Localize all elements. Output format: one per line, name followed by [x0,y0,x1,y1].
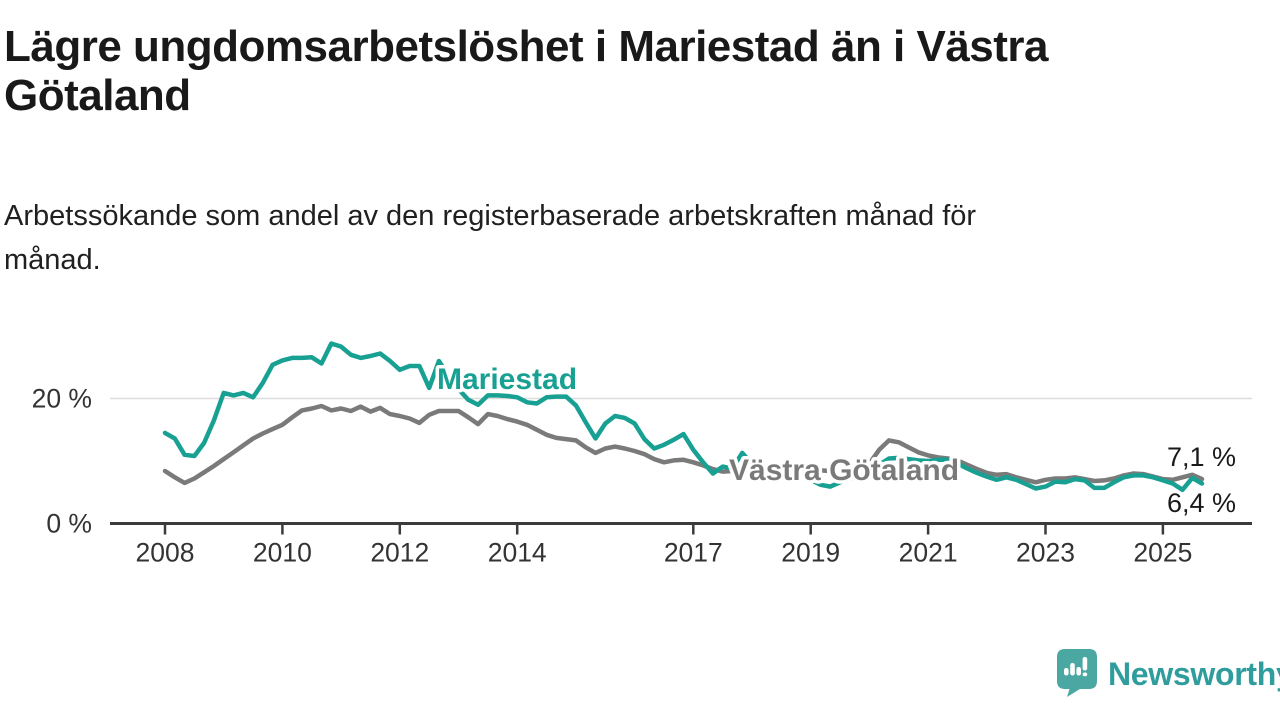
end-value-label: 6,4 % [1167,488,1236,518]
x-tick-label: 2025 [1133,538,1192,568]
x-tick-label: 2014 [488,538,547,568]
page-subtitle-line1: Arbetssökande som andel av den registerb… [4,200,977,232]
mariestad-label: Mariestad [437,363,577,396]
newsworthy-bubble-chart-icon [1057,649,1097,697]
page-subtitle: Arbetssökande som andel av den registerb… [4,194,1194,282]
vastra-gotaland-line [162,403,1205,486]
x-tick-label: 2017 [664,538,723,568]
x-tick-label: 2019 [781,538,840,568]
y-tick-label: 20 % [32,384,92,414]
page-subtitle-line2: månad. [4,244,101,276]
x-tick-label: 2012 [370,538,429,568]
page-title-line2: Götaland [4,71,191,120]
page-title-line1: Lägre ungdomsarbetslöshet i Mariestad än… [4,22,1049,71]
x-tick-label: 2023 [1016,538,1075,568]
x-tick-label: 2008 [136,538,195,568]
newsworthy-wordmark: Newsworthy [1108,656,1280,692]
end-value-label: 7,1 % [1167,442,1236,472]
mariestad-line [162,341,1205,493]
x-tick-label: 2010 [253,538,312,568]
page-title: Lägre ungdomsarbetslöshet i Mariestad än… [4,22,1194,120]
newsworthy-logo: Newsworthy [1056,648,1280,698]
x-tick-label: 2021 [899,538,958,568]
vastra-gotaland-label: Västra Götaland [729,454,959,487]
y-tick-label: 0 % [46,509,92,539]
